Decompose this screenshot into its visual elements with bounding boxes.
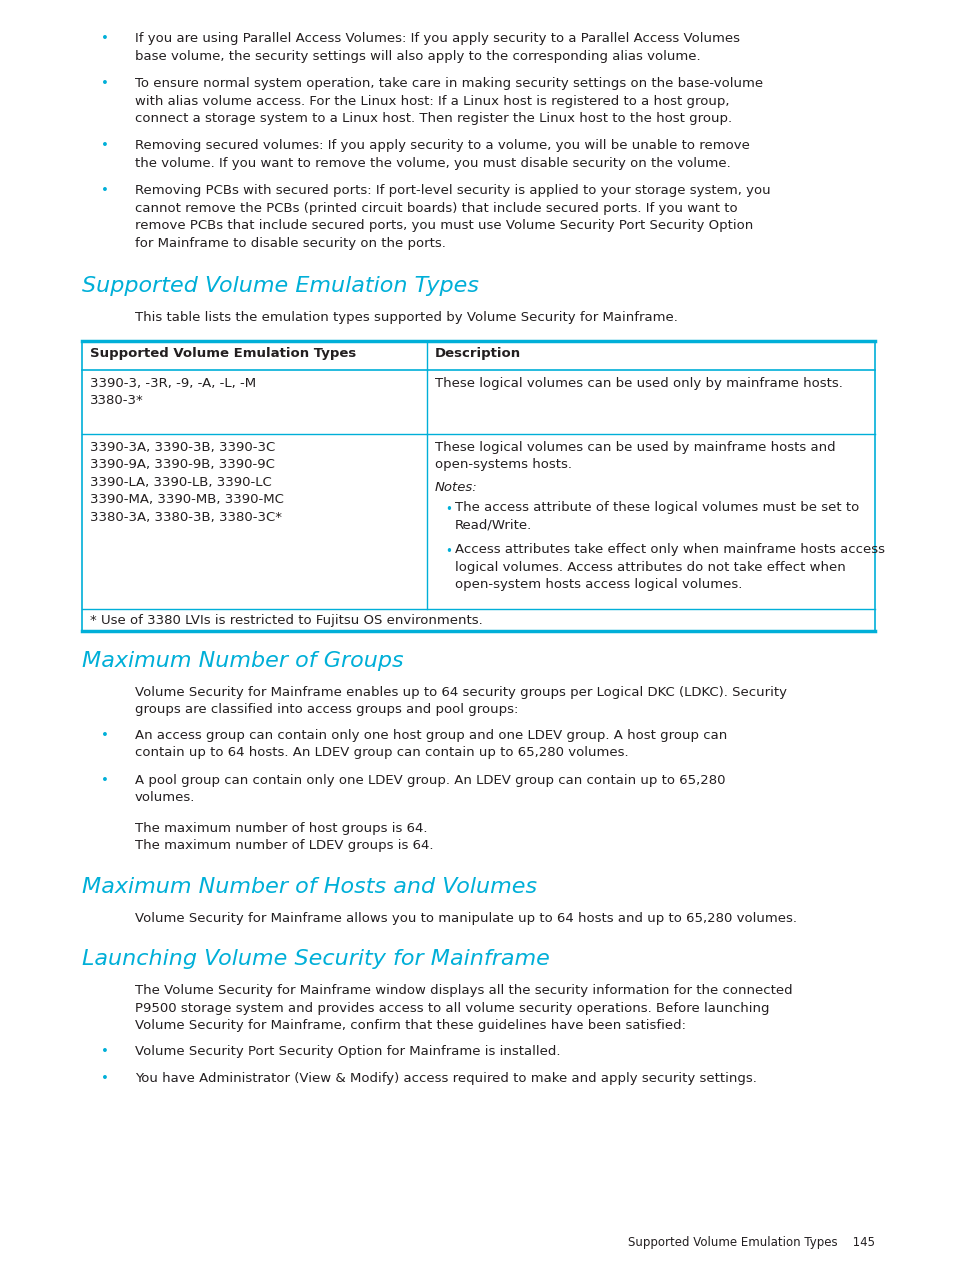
Text: remove PCBs that include secured ports, you must use Volume Security Port Securi: remove PCBs that include secured ports, … bbox=[135, 220, 753, 233]
Text: * Use of 3380 LVIs is restricted to Fujitsu OS environments.: * Use of 3380 LVIs is restricted to Fuji… bbox=[90, 614, 482, 627]
Text: To ensure normal system operation, take care in making security settings on the : To ensure normal system operation, take … bbox=[135, 78, 762, 90]
Text: 3390-9A, 3390-9B, 3390-9C: 3390-9A, 3390-9B, 3390-9C bbox=[90, 459, 274, 472]
Text: You have Administrator (View & Modify) access required to make and apply securit: You have Administrator (View & Modify) a… bbox=[135, 1073, 756, 1085]
Text: open-system hosts access logical volumes.: open-system hosts access logical volumes… bbox=[455, 578, 741, 591]
Text: Notes:: Notes: bbox=[435, 480, 477, 494]
Text: 3390-3A, 3390-3B, 3390-3C: 3390-3A, 3390-3B, 3390-3C bbox=[90, 441, 275, 454]
Text: These logical volumes can be used only by mainframe hosts.: These logical volumes can be used only b… bbox=[435, 377, 841, 390]
Text: •: • bbox=[101, 78, 109, 90]
Text: If you are using Parallel Access Volumes: If you apply security to a Parallel Ac: If you are using Parallel Access Volumes… bbox=[135, 32, 740, 44]
Text: groups are classified into access groups and pool groups:: groups are classified into access groups… bbox=[135, 704, 517, 717]
Text: Volume Security for Mainframe enables up to 64 security groups per Logical DKC (: Volume Security for Mainframe enables up… bbox=[135, 686, 786, 699]
Text: •: • bbox=[101, 32, 109, 44]
Text: The Volume Security for Mainframe window displays all the security information f: The Volume Security for Mainframe window… bbox=[135, 985, 792, 998]
Text: P9500 storage system and provides access to all volume security operations. Befo: P9500 storage system and provides access… bbox=[135, 1002, 769, 1016]
Text: base volume, the security settings will also apply to the corresponding alias vo: base volume, the security settings will … bbox=[135, 50, 700, 62]
Text: 3390-3, -3R, -9, -A, -L, -M: 3390-3, -3R, -9, -A, -L, -M bbox=[90, 377, 255, 390]
Text: Description: Description bbox=[435, 347, 520, 361]
Text: Volume Security for Mainframe allows you to manipulate up to 64 hosts and up to : Volume Security for Mainframe allows you… bbox=[135, 913, 796, 925]
Text: Supported Volume Emulation Types: Supported Volume Emulation Types bbox=[90, 347, 355, 361]
Text: •: • bbox=[101, 774, 109, 787]
Text: Maximum Number of Groups: Maximum Number of Groups bbox=[82, 651, 403, 671]
Text: •: • bbox=[101, 730, 109, 742]
Text: volumes.: volumes. bbox=[135, 792, 195, 805]
Text: •: • bbox=[101, 1045, 109, 1057]
Text: A pool group can contain only one LDEV group. An LDEV group can contain up to 65: A pool group can contain only one LDEV g… bbox=[135, 774, 724, 787]
Text: •: • bbox=[101, 140, 109, 153]
Text: 3390-LA, 3390-LB, 3390-LC: 3390-LA, 3390-LB, 3390-LC bbox=[90, 477, 272, 489]
Text: 3380-3A, 3380-3B, 3380-3C*: 3380-3A, 3380-3B, 3380-3C* bbox=[90, 511, 282, 524]
Text: Access attributes take effect only when mainframe hosts access: Access attributes take effect only when … bbox=[455, 544, 884, 557]
Text: •: • bbox=[101, 1073, 109, 1085]
Text: Read/Write.: Read/Write. bbox=[455, 519, 532, 533]
Text: Removing secured volumes: If you apply security to a volume, you will be unable : Removing secured volumes: If you apply s… bbox=[135, 140, 749, 153]
Text: Maximum Number of Hosts and Volumes: Maximum Number of Hosts and Volumes bbox=[82, 877, 537, 897]
Text: logical volumes. Access attributes do not take effect when: logical volumes. Access attributes do no… bbox=[455, 561, 844, 574]
Text: An access group can contain only one host group and one LDEV group. A host group: An access group can contain only one hos… bbox=[135, 730, 726, 742]
Text: the volume. If you want to remove the volume, you must disable security on the v: the volume. If you want to remove the vo… bbox=[135, 158, 730, 170]
Text: •: • bbox=[445, 545, 452, 558]
Text: The access attribute of these logical volumes must be set to: The access attribute of these logical vo… bbox=[455, 502, 859, 515]
Text: This table lists the emulation types supported by Volume Security for Mainframe.: This table lists the emulation types sup… bbox=[135, 311, 678, 324]
Text: Supported Volume Emulation Types: Supported Volume Emulation Types bbox=[82, 277, 478, 296]
Text: Removing PCBs with secured ports: If port-level security is applied to your stor: Removing PCBs with secured ports: If por… bbox=[135, 184, 770, 197]
Text: Launching Volume Security for Mainframe: Launching Volume Security for Mainframe bbox=[82, 949, 549, 970]
Text: •: • bbox=[101, 184, 109, 197]
Text: open-systems hosts.: open-systems hosts. bbox=[435, 459, 572, 472]
Text: contain up to 64 hosts. An LDEV group can contain up to 65,280 volumes.: contain up to 64 hosts. An LDEV group ca… bbox=[135, 746, 628, 760]
Text: •: • bbox=[445, 503, 452, 516]
Text: cannot remove the PCBs (printed circuit boards) that include secured ports. If y: cannot remove the PCBs (printed circuit … bbox=[135, 202, 737, 215]
Text: 3390-MA, 3390-MB, 3390-MC: 3390-MA, 3390-MB, 3390-MC bbox=[90, 493, 284, 507]
Text: The maximum number of host groups is 64.: The maximum number of host groups is 64. bbox=[135, 822, 427, 835]
Text: Supported Volume Emulation Types    145: Supported Volume Emulation Types 145 bbox=[627, 1235, 874, 1249]
Text: with alias volume access. For the Linux host: If a Linux host is registered to a: with alias volume access. For the Linux … bbox=[135, 94, 729, 108]
Text: for Mainframe to disable security on the ports.: for Mainframe to disable security on the… bbox=[135, 236, 445, 250]
Text: 3380-3*: 3380-3* bbox=[90, 394, 144, 408]
Text: Volume Security Port Security Option for Mainframe is installed.: Volume Security Port Security Option for… bbox=[135, 1045, 560, 1057]
Text: These logical volumes can be used by mainframe hosts and: These logical volumes can be used by mai… bbox=[435, 441, 835, 454]
Text: The maximum number of LDEV groups is 64.: The maximum number of LDEV groups is 64. bbox=[135, 840, 433, 853]
Text: connect a storage system to a Linux host. Then register the Linux host to the ho: connect a storage system to a Linux host… bbox=[135, 112, 731, 125]
Text: Volume Security for Mainframe, confirm that these guidelines have been satisfied: Volume Security for Mainframe, confirm t… bbox=[135, 1019, 685, 1032]
